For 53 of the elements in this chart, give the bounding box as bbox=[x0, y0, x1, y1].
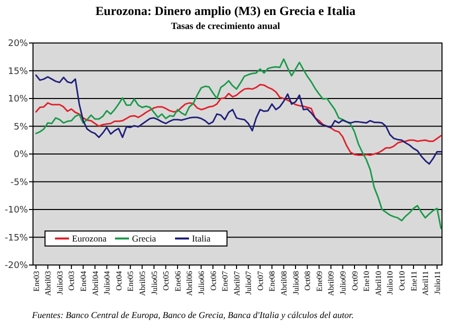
x-tick-label: Oct06 bbox=[208, 271, 218, 291]
x-tick-label: Oct07 bbox=[256, 271, 265, 291]
x-tick-label: Oct10 bbox=[397, 271, 406, 291]
x-tick-label: Oct05 bbox=[162, 271, 171, 291]
x-tick-label: Julio06 bbox=[196, 271, 206, 295]
x-tick-label: Julio04 bbox=[102, 271, 112, 295]
x-tick-label: Abril03 bbox=[44, 271, 53, 296]
x-tick-label: Ene03 bbox=[32, 271, 41, 292]
x-tick-label: Oct09 bbox=[350, 271, 360, 291]
x-tick-label: Ene10 bbox=[362, 271, 372, 292]
legend-label: Italia bbox=[192, 234, 210, 244]
x-tick-label: Abril11 bbox=[421, 271, 430, 296]
y-tick-label: -10% bbox=[4, 206, 28, 216]
y-tick-label: 5% bbox=[14, 122, 28, 132]
chart-subtitle: Tasas de crecimiento anual bbox=[171, 22, 280, 32]
x-tick-label: Ene06 bbox=[173, 271, 182, 292]
x-tick-label: Oct08 bbox=[303, 271, 312, 291]
x-tick-label: Ene04 bbox=[78, 271, 88, 292]
x-tick-label: Julio09 bbox=[338, 271, 348, 295]
x-tick-label: Julio08 bbox=[291, 271, 300, 295]
y-tick-label: -20% bbox=[4, 261, 28, 272]
x-tick-label: Abril10 bbox=[374, 271, 383, 296]
x-tick-label: Oct04 bbox=[114, 271, 124, 291]
x-tick-label: Abril09 bbox=[326, 271, 336, 296]
line-series bbox=[35, 58, 442, 230]
x-tick-label: Abril07 bbox=[232, 271, 242, 296]
x-tick-label: Julio03 bbox=[55, 271, 64, 295]
legend-label: Eurozona bbox=[72, 234, 106, 244]
y-tick-label: 0% bbox=[14, 150, 28, 160]
x-tick-label: Ene07 bbox=[220, 271, 230, 292]
line-series bbox=[35, 84, 442, 156]
chart-title: Eurozona: Dinero amplio (M3) en Grecia e Italia bbox=[95, 4, 356, 18]
x-tick-label: Julio07 bbox=[244, 271, 254, 295]
x-tick-label: Oct03 bbox=[67, 271, 76, 291]
x-tick-label: Abril06 bbox=[185, 271, 194, 296]
x-tick-label: Ene05 bbox=[126, 271, 136, 292]
y-tick-label: 10% bbox=[8, 94, 28, 105]
x-tick-label: Abril05 bbox=[138, 271, 147, 296]
line-series bbox=[35, 74, 442, 165]
y-tick-label: 20% bbox=[8, 39, 28, 50]
x-tick-label: Ene08 bbox=[268, 271, 277, 292]
y-tick-label: 15% bbox=[8, 66, 28, 77]
x-tick-label: Ene09 bbox=[314, 271, 324, 292]
x-tick-label: Julio10 bbox=[386, 271, 395, 295]
x-tick-label: Julio11 bbox=[432, 271, 442, 294]
x-tick-label: Abril08 bbox=[280, 271, 289, 296]
x-tick-label: Abril04 bbox=[90, 271, 100, 296]
y-tick-label: -5% bbox=[10, 178, 28, 188]
legend-label: Grecia bbox=[132, 234, 156, 244]
x-tick-label: Julio05 bbox=[150, 271, 159, 295]
y-tick-label: -15% bbox=[4, 233, 28, 244]
x-tick-label: Ene11 bbox=[409, 271, 418, 292]
source-note: Fuentes: Banco Central de Europa, Banco de Grecia, Banca d'Italia y cálculos del autor. bbox=[31, 310, 354, 320]
